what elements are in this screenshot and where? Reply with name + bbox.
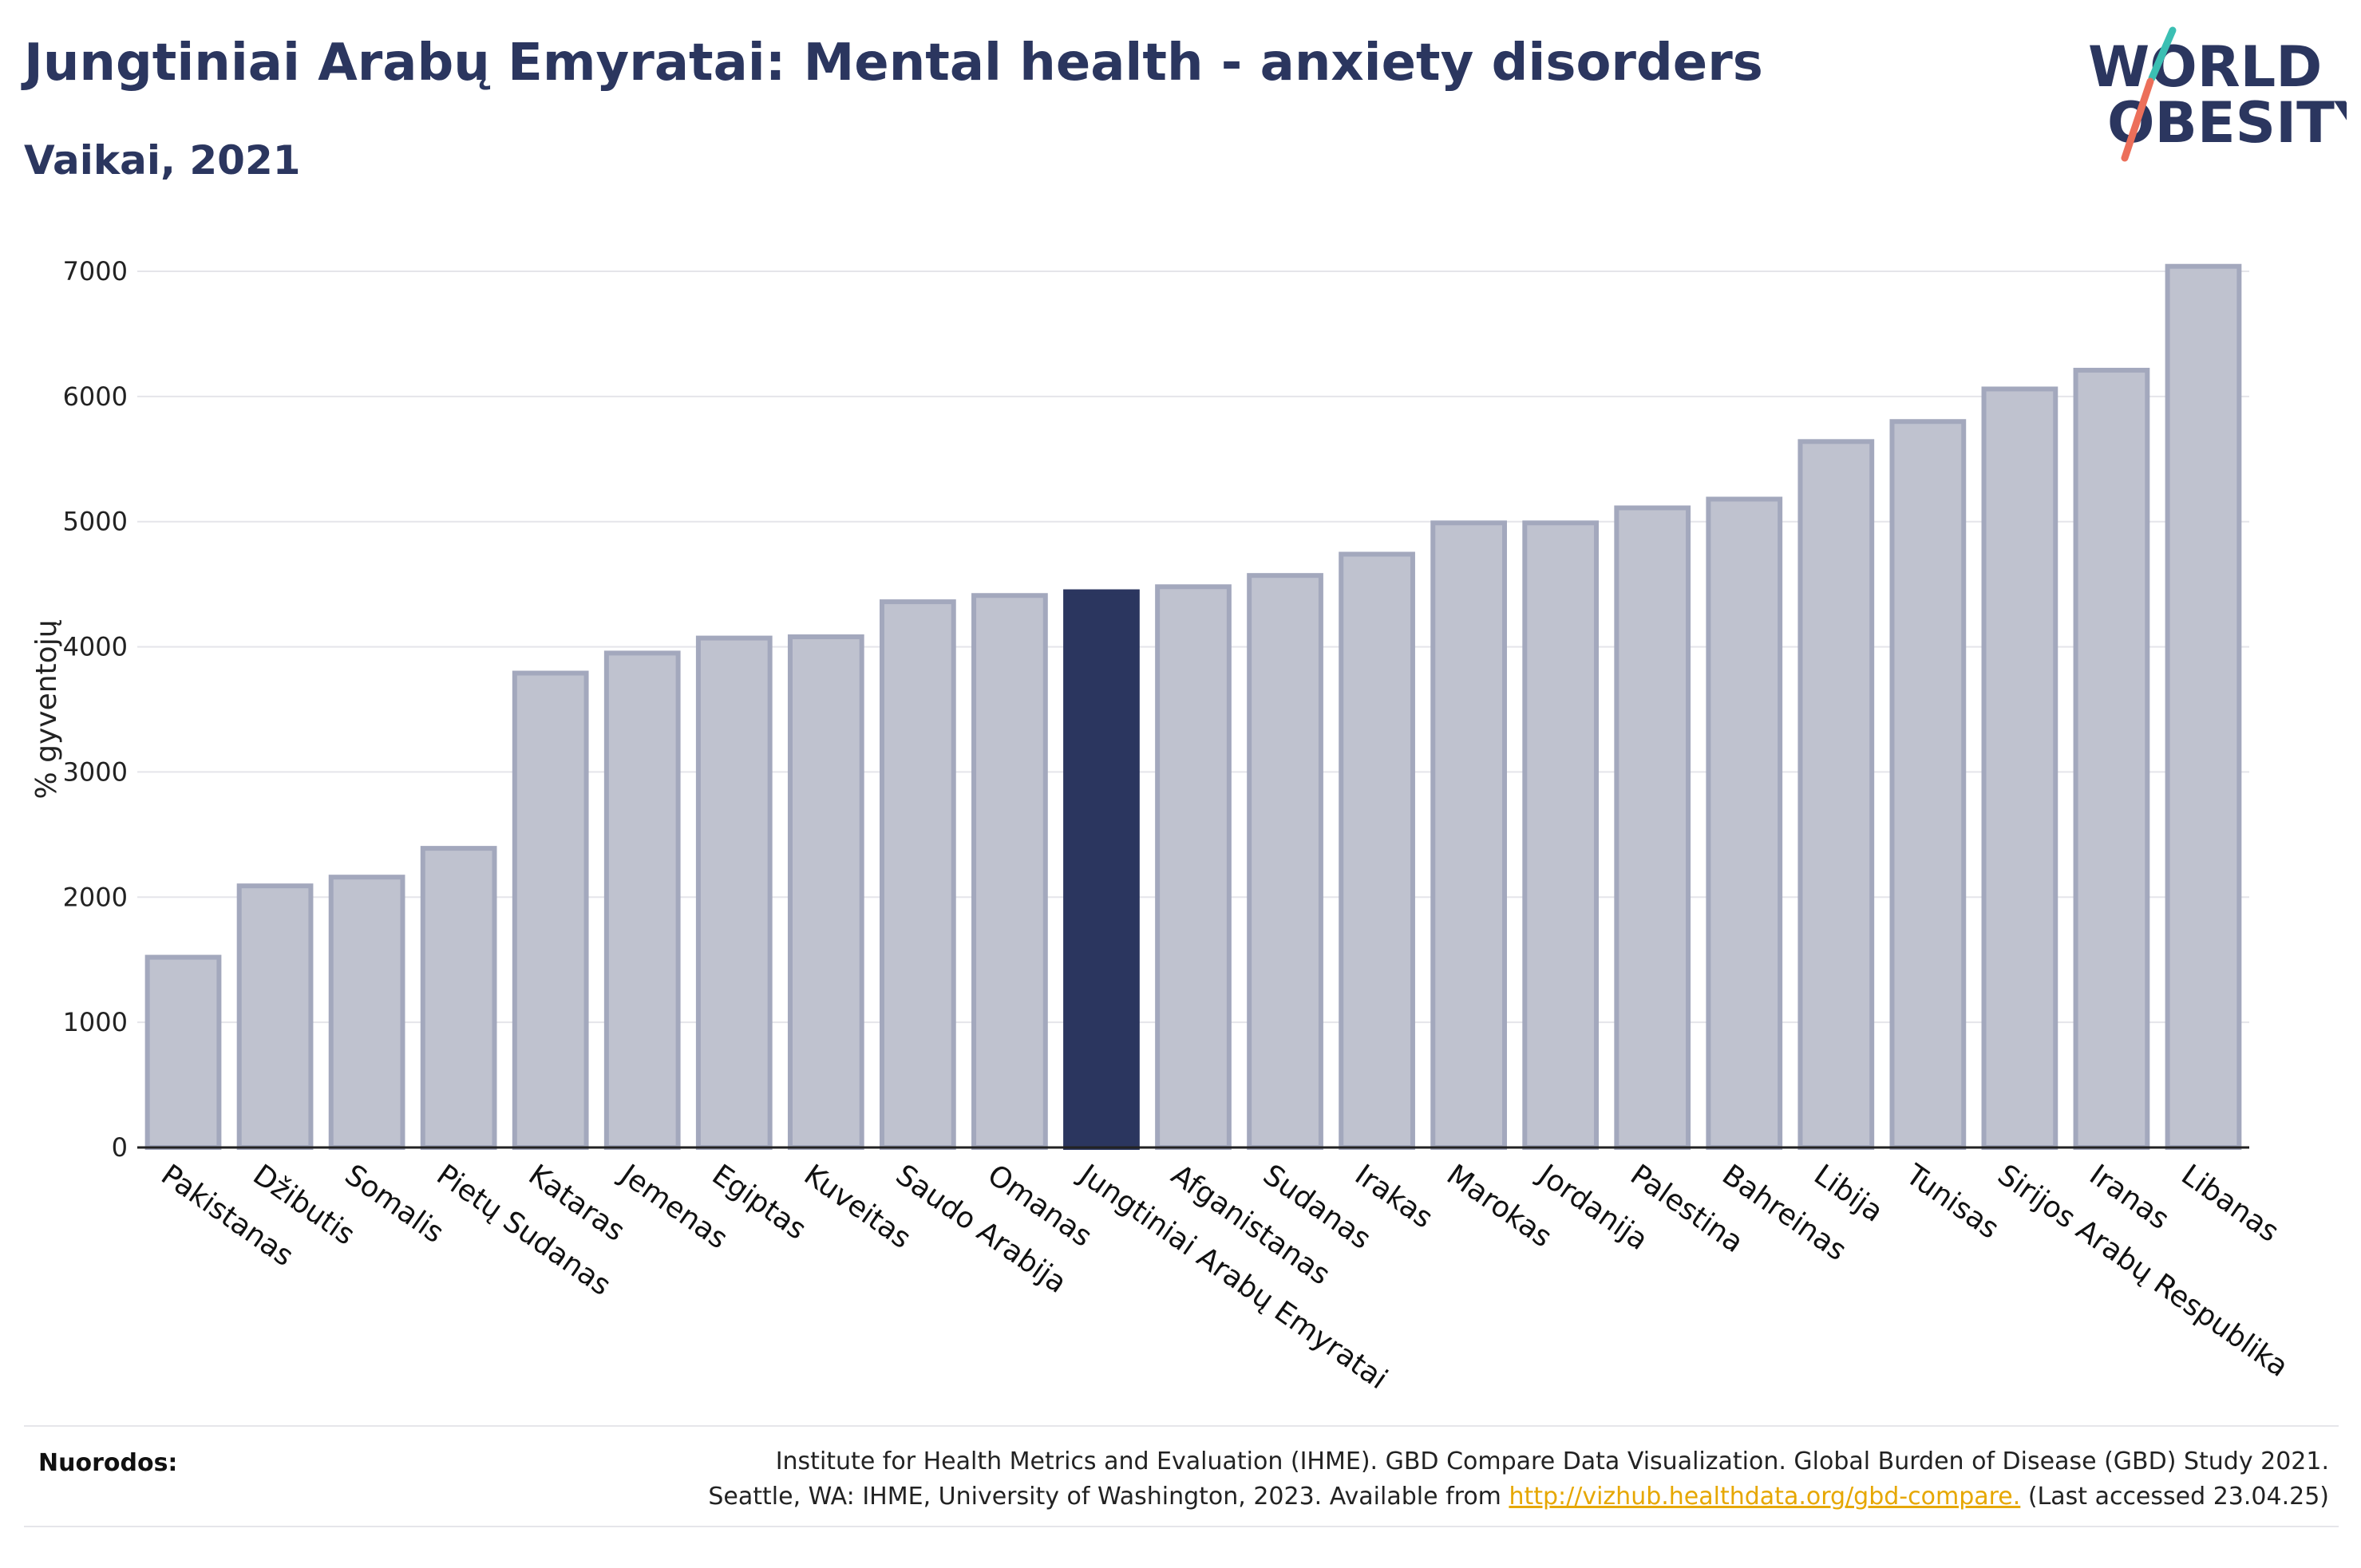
y-tick-label: 2000: [63, 882, 128, 912]
bar: [971, 593, 1048, 1150]
footer-divider-bottom: [24, 1526, 2339, 1527]
references-label: Nuorodos:: [38, 1449, 178, 1477]
logo-slash-coral: [2121, 77, 2154, 162]
y-tick-label: 6000: [63, 381, 128, 412]
references-link[interactable]: http://vizhub.healthdata.org/gbd-compare…: [1509, 1483, 2021, 1511]
bar: [2165, 263, 2242, 1150]
bar-chart: 0 1000 2000 3000 4000 5000 6000 7000 % gyventojų…: [30, 256, 2294, 1396]
footer-divider-top: [24, 1425, 2339, 1427]
y-tick-label: 4000: [63, 632, 128, 662]
y-axis-label: % gyventojų: [30, 619, 63, 799]
bar: [1339, 551, 1415, 1150]
bar: [1247, 573, 1323, 1150]
bar: [1063, 589, 1140, 1150]
bar: [1981, 386, 2058, 1150]
y-tick-label: 0: [112, 1132, 128, 1163]
bar: [880, 599, 956, 1150]
bar: [603, 650, 681, 1150]
references-line2-text: Seattle, WA: IHME, University of Washing…: [708, 1483, 1509, 1511]
bar: [1706, 496, 1783, 1150]
bar: [420, 846, 497, 1151]
chart-title: Jungtiniai Arabų Emyratai: Mental health…: [24, 34, 1763, 93]
logo-slash-teal: [2148, 26, 2177, 82]
world-obesity-logo: WORLD OBESITY: [2088, 26, 2347, 162]
y-tick-label: 3000: [63, 756, 128, 787]
x-tick-label: Libanas: [2175, 1159, 2284, 1249]
references-line1: Institute for Health Metrics and Evaluat…: [775, 1448, 2329, 1475]
x-tick-label: Somalis: [338, 1159, 449, 1250]
bar: [1797, 439, 1875, 1150]
bar: [2073, 367, 2150, 1151]
bar: [1155, 584, 1232, 1150]
bar: [512, 670, 589, 1150]
x-tick-label: Marokas: [1441, 1159, 1558, 1254]
bar: [787, 634, 864, 1150]
bar: [695, 635, 773, 1150]
references-text: Institute for Health Metrics and Evaluat…: [708, 1444, 2329, 1515]
y-tick-label: 5000: [63, 507, 128, 537]
bar: [1430, 520, 1507, 1150]
y-tick-label: 1000: [63, 1007, 128, 1037]
chart-subtitle: Vaikai, 2021: [24, 137, 301, 184]
logo-line1: WORLD: [2088, 34, 2322, 100]
references-line2: Seattle, WA: IHME, University of Washing…: [708, 1479, 2329, 1515]
bar: [236, 883, 314, 1150]
y-tick-label: 7000: [63, 256, 128, 286]
bar: [1889, 419, 1967, 1150]
bar: [144, 954, 222, 1150]
bar: [328, 875, 405, 1151]
bar: [1614, 505, 1691, 1150]
x-tick-label: Tunisas: [1899, 1158, 2004, 1246]
bar: [1522, 520, 1600, 1150]
references-line2-suffix: (Last accessed 23.04.25): [2020, 1483, 2329, 1511]
